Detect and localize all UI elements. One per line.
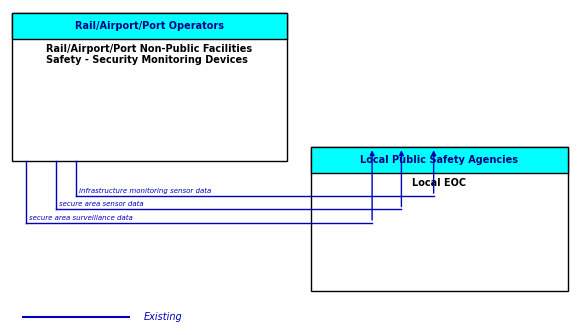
Bar [12,13,287,39]
Text: secure area sensor data: secure area sensor data [59,201,143,207]
Bar [12,13,287,161]
Text: Rail/Airport/Port Non-Public Facilities
Safety - Security Monitoring Devices: Rail/Airport/Port Non-Public Facilities … [46,44,253,65]
Bar [311,147,568,173]
Text: Local EOC: Local EOC [413,178,466,188]
Text: Existing: Existing [144,312,182,322]
Text: infrastructure monitoring sensor data: infrastructure monitoring sensor data [79,188,212,194]
Text: secure area surveillance data: secure area surveillance data [29,215,133,221]
Bar [311,147,568,291]
Text: Local Public Safety Agencies: Local Public Safety Agencies [360,155,519,165]
Text: Rail/Airport/Port Operators: Rail/Airport/Port Operators [75,21,224,31]
